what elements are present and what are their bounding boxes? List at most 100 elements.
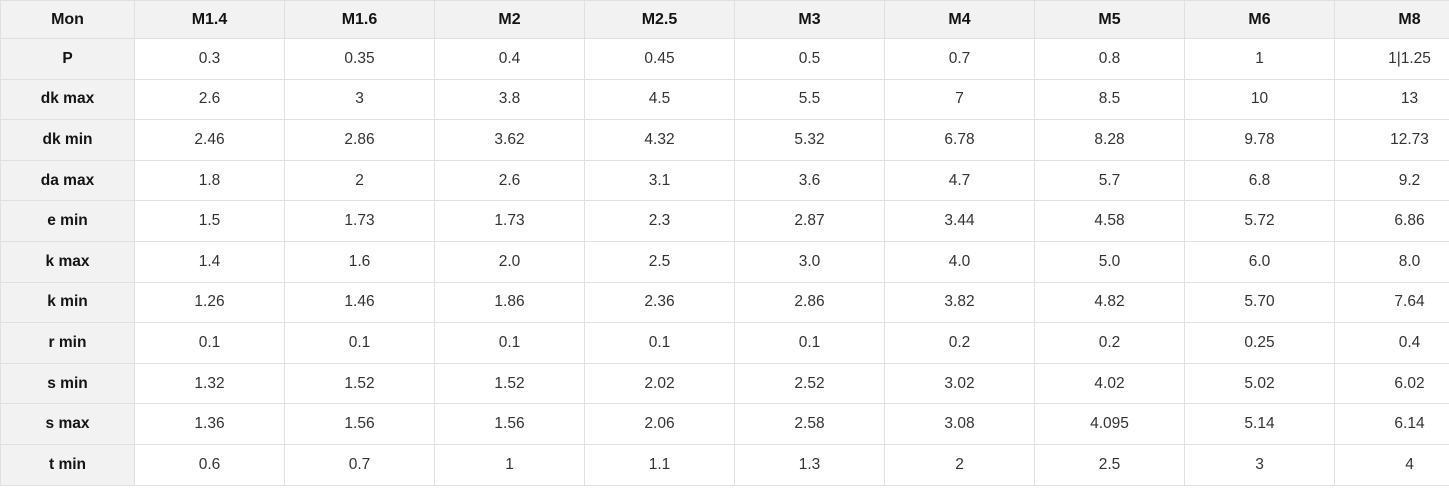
- column-header: M2.5: [584, 0, 735, 39]
- table-cell: 3.6: [734, 159, 885, 202]
- corner-header: Mon: [0, 0, 135, 39]
- table-cell: 3.62: [434, 119, 585, 161]
- table-cell: 1.46: [284, 281, 435, 324]
- table-cell: 6.14: [1334, 403, 1449, 445]
- row-label: da max: [0, 159, 135, 202]
- column-header: M2: [434, 0, 585, 39]
- table-cell: 0.1: [734, 322, 885, 364]
- table-cell: 1.73: [434, 200, 585, 242]
- table-cell: 0.7: [284, 443, 435, 486]
- table-cell: 4.5: [584, 78, 735, 121]
- table-cell: 8.5: [1034, 78, 1185, 121]
- table-cell: 10: [1184, 78, 1335, 121]
- table-cell: 0.6: [134, 443, 285, 486]
- table-cell: 8.0: [1334, 240, 1449, 283]
- column-header: M8: [1334, 0, 1449, 39]
- table-cell: 2.6: [134, 78, 285, 121]
- row-label: P: [0, 38, 135, 80]
- table-cell: 1.26: [134, 281, 285, 324]
- table-cell: 4: [1334, 443, 1449, 486]
- table-cell: 12.73: [1334, 119, 1449, 161]
- table-cell: 1.52: [284, 362, 435, 405]
- row-label: s min: [0, 362, 135, 405]
- table-row: t min 0.6 0.7 1 1.1 1.3 2 2.5 3 4: [0, 443, 1449, 486]
- table-cell: 0.1: [284, 322, 435, 364]
- table-row: s min 1.32 1.52 1.52 2.02 2.52 3.02 4.02 5.02 6.0…: [0, 362, 1449, 405]
- table-cell: 3: [284, 78, 435, 121]
- table-cell: 2.02: [584, 362, 735, 405]
- table-cell: 4.32: [584, 119, 735, 161]
- table-cell: 4.58: [1034, 200, 1185, 242]
- table-cell: 5.5: [734, 78, 885, 121]
- table-cell: 0.8: [1034, 38, 1185, 80]
- table-cell: 1.73: [284, 200, 435, 242]
- table-cell: 2.52: [734, 362, 885, 405]
- table-cell: 1.4: [134, 240, 285, 283]
- table-cell: 1: [434, 443, 585, 486]
- table-cell: 0.1: [134, 322, 285, 364]
- table-cell: 1.6: [284, 240, 435, 283]
- table-cell: 4.02: [1034, 362, 1185, 405]
- table-cell: 1.56: [284, 403, 435, 445]
- table-cell: 1: [1184, 38, 1335, 80]
- table-cell: 2.46: [134, 119, 285, 161]
- table-row: P 0.3 0.35 0.4 0.45 0.5 0.7 0.8 1 1|1.25: [0, 38, 1449, 80]
- table-cell: 2.36: [584, 281, 735, 324]
- table-cell: 2.06: [584, 403, 735, 445]
- table-cell: 0.2: [884, 322, 1035, 364]
- table-cell: 5.14: [1184, 403, 1335, 445]
- table-cell: 4.095: [1034, 403, 1185, 445]
- table-cell: 0.1: [434, 322, 585, 364]
- table-cell: 1.8: [134, 159, 285, 202]
- column-header: M1.4: [134, 0, 285, 39]
- table-row: da max 1.8 2 2.6 3.1 3.6 4.7 5.7 6.8 9.2: [0, 159, 1449, 202]
- table-cell: 2.0: [434, 240, 585, 283]
- table-cell: 6.0: [1184, 240, 1335, 283]
- table-cell: 1|1.25: [1334, 38, 1449, 80]
- column-header: M3: [734, 0, 885, 39]
- table-cell: 3.02: [884, 362, 1035, 405]
- row-label: e min: [0, 200, 135, 242]
- table-cell: 0.7: [884, 38, 1035, 80]
- table-cell: 3.82: [884, 281, 1035, 324]
- table-cell: 3.08: [884, 403, 1035, 445]
- table-row: k max 1.4 1.6 2.0 2.5 3.0 4.0 5.0 6.0 8.0: [0, 240, 1449, 283]
- table-cell: 0.3: [134, 38, 285, 80]
- table-cell: 7.64: [1334, 281, 1449, 324]
- table-row: dk max 2.6 3 3.8 4.5 5.5 7 8.5 10 13: [0, 78, 1449, 121]
- table-cell: 3.0: [734, 240, 885, 283]
- table-cell: 13: [1334, 78, 1449, 121]
- table-cell: 0.35: [284, 38, 435, 80]
- table-cell: 4.82: [1034, 281, 1185, 324]
- table-cell: 2.5: [1034, 443, 1185, 486]
- table-cell: 9.2: [1334, 159, 1449, 202]
- table-cell: 2.86: [734, 281, 885, 324]
- row-label: s max: [0, 403, 135, 445]
- table-cell: 1.52: [434, 362, 585, 405]
- table-cell: 3.44: [884, 200, 1035, 242]
- table-row: k min 1.26 1.46 1.86 2.36 2.86 3.82 4.82 5.70 7.6…: [0, 281, 1449, 324]
- table-cell: 0.4: [1334, 322, 1449, 364]
- table-cell: 2: [284, 159, 435, 202]
- table-cell: 5.72: [1184, 200, 1335, 242]
- table-row: e min 1.5 1.73 1.73 2.3 2.87 3.44 4.58 5.72 6.86: [0, 200, 1449, 242]
- table-cell: 1.56: [434, 403, 585, 445]
- table-cell: 1.5: [134, 200, 285, 242]
- table-cell: 1.32: [134, 362, 285, 405]
- table-cell: 5.0: [1034, 240, 1185, 283]
- table-cell: 3.8: [434, 78, 585, 121]
- table-cell: 5.32: [734, 119, 885, 161]
- table-cell: 5.7: [1034, 159, 1185, 202]
- table-cell: 0.45: [584, 38, 735, 80]
- table-row: r min 0.1 0.1 0.1 0.1 0.1 0.2 0.2 0.25 0.4: [0, 322, 1449, 364]
- table-cell: 6.86: [1334, 200, 1449, 242]
- column-header: M5: [1034, 0, 1185, 39]
- table-cell: 0.25: [1184, 322, 1335, 364]
- table-cell: 1.3: [734, 443, 885, 486]
- table-cell: 2: [884, 443, 1035, 486]
- row-label: t min: [0, 443, 135, 486]
- row-label: k min: [0, 281, 135, 324]
- table-cell: 2.5: [584, 240, 735, 283]
